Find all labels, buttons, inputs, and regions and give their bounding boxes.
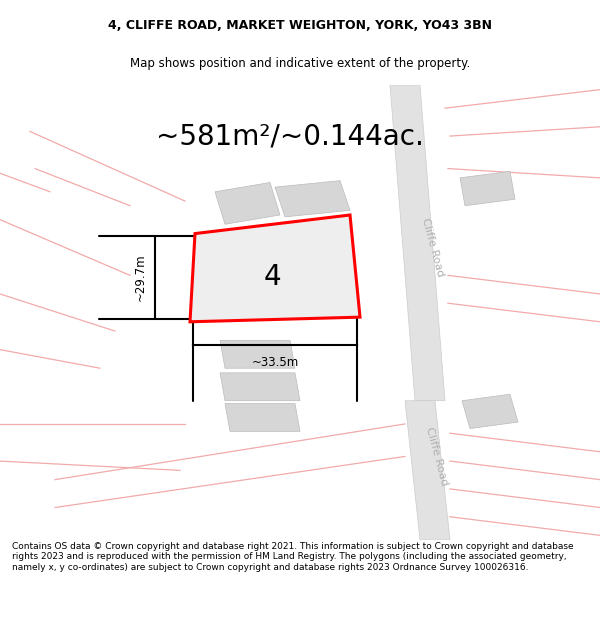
Polygon shape — [405, 401, 450, 540]
Text: Map shows position and indicative extent of the property.: Map shows position and indicative extent… — [130, 58, 470, 70]
Polygon shape — [220, 373, 300, 401]
Text: ~581m²/~0.144ac.: ~581m²/~0.144ac. — [156, 122, 424, 150]
Polygon shape — [190, 215, 360, 322]
Polygon shape — [275, 181, 350, 217]
Text: ~29.7m: ~29.7m — [134, 254, 147, 301]
Text: ~33.5m: ~33.5m — [251, 356, 299, 369]
Text: Contains OS data © Crown copyright and database right 2021. This information is : Contains OS data © Crown copyright and d… — [12, 542, 574, 571]
Polygon shape — [225, 404, 300, 431]
Text: Cliffe Road: Cliffe Road — [424, 426, 449, 487]
Polygon shape — [460, 171, 515, 206]
Polygon shape — [215, 182, 280, 224]
Text: 4: 4 — [263, 263, 281, 291]
Text: 4, CLIFFE ROAD, MARKET WEIGHTON, YORK, YO43 3BN: 4, CLIFFE ROAD, MARKET WEIGHTON, YORK, Y… — [108, 19, 492, 32]
Polygon shape — [220, 341, 295, 368]
Text: Cliffe Road: Cliffe Road — [421, 217, 446, 278]
Polygon shape — [390, 85, 445, 401]
Polygon shape — [462, 394, 518, 429]
